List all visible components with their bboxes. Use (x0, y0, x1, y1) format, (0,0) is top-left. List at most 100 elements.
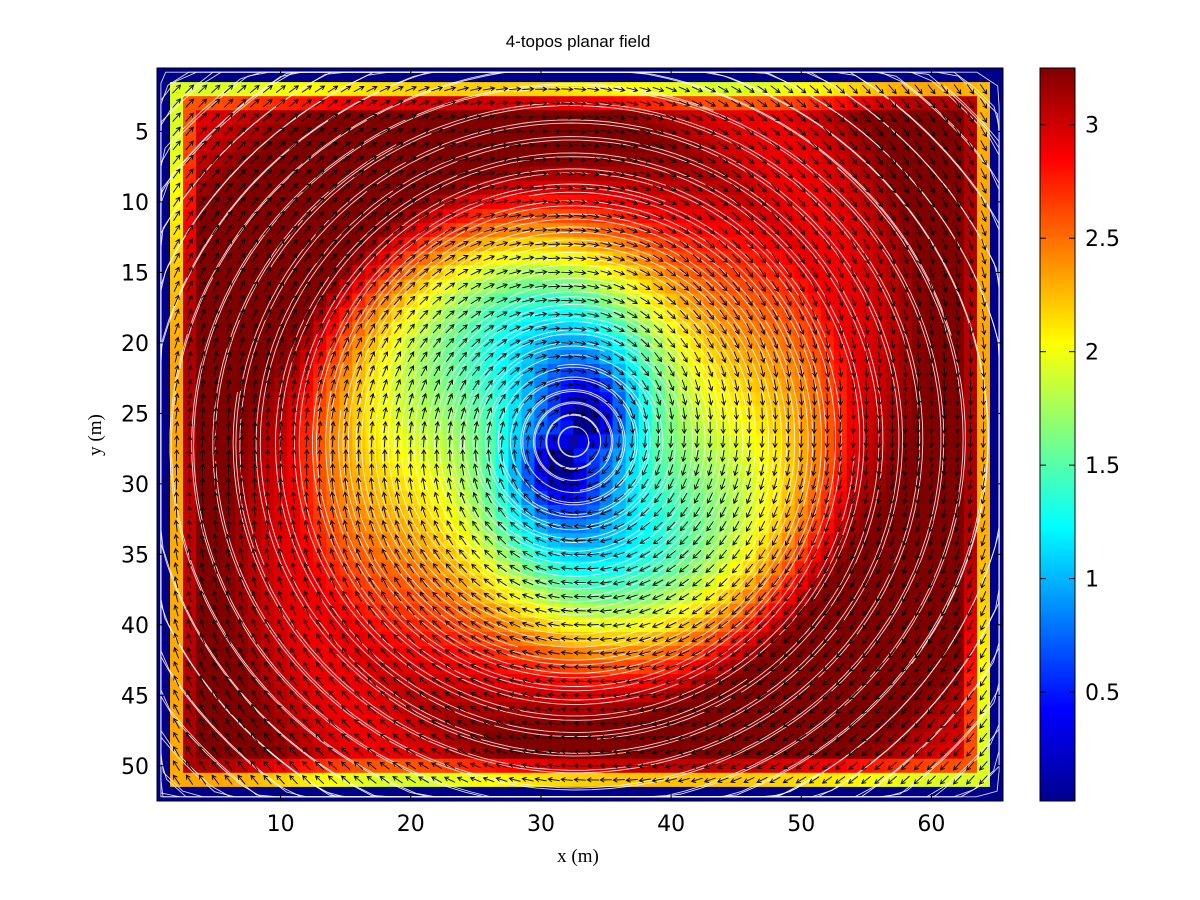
heatmap-cell (690, 68, 705, 83)
heatmap-cell (430, 786, 444, 801)
heatmap-cell (638, 68, 653, 83)
heatmap-cell (261, 68, 275, 83)
heatmap-cell (547, 68, 562, 83)
heatmap-cell (989, 237, 1003, 252)
heatmap-cell (976, 631, 991, 647)
heatmap-cell (521, 786, 536, 801)
heatmap-cell (157, 504, 171, 520)
heatmap-cell (495, 786, 510, 801)
heatmap-cell (157, 420, 171, 436)
heatmap-cell (157, 166, 171, 182)
heatmap-cell (157, 378, 171, 393)
heatmap-cell (950, 786, 965, 801)
heatmap-cell (170, 786, 184, 801)
heatmap-cell (989, 645, 1003, 661)
heatmap-cell (196, 68, 210, 83)
heatmap-cell (989, 138, 1003, 154)
heatmap-cell (560, 786, 575, 801)
heatmap-cell (157, 490, 171, 506)
heatmap-cell (157, 138, 171, 154)
heatmap-cells (157, 68, 1003, 801)
heatmap-cell (989, 631, 1003, 647)
heatmap-cell (157, 519, 171, 534)
heatmap-cell (157, 589, 171, 605)
heatmap-cell (989, 448, 1003, 464)
heatmap-cell (157, 68, 171, 83)
heatmap-cell (157, 251, 171, 266)
heatmap-cell (352, 251, 366, 266)
heatmap-cell (898, 68, 913, 83)
heatmap-cell (872, 68, 887, 83)
heatmap-cell (222, 68, 236, 83)
heatmap-cell (157, 716, 171, 732)
chart-title: 4-topos planar field (506, 32, 651, 51)
heatmap-cell (924, 674, 939, 689)
heatmap-cell (482, 786, 496, 801)
heatmap-cell (989, 208, 1003, 224)
heatmap-cell (196, 786, 210, 801)
heatmap-cell (157, 575, 171, 591)
heatmap-cell (976, 68, 991, 83)
heatmap-cell (157, 674, 171, 689)
heatmap-cell (157, 208, 171, 224)
heatmap-cell (157, 223, 171, 238)
heatmap-cell (755, 68, 770, 83)
heatmap-cell (989, 561, 1003, 577)
heatmap-cell (885, 631, 900, 647)
heatmap-cell (768, 716, 783, 732)
heatmap-cell (651, 786, 666, 801)
heatmap-cell (833, 68, 848, 83)
heatmap-cell (989, 462, 1003, 478)
heatmap-cell (586, 68, 601, 83)
heatmap-cell (573, 786, 588, 801)
heatmap-cell (300, 166, 314, 182)
heatmap-cell (989, 349, 1003, 365)
heatmap-cell (157, 772, 171, 788)
heatmap-cell (872, 786, 887, 801)
heatmap-cell (963, 68, 978, 83)
heatmap-cell (612, 786, 627, 801)
heatmap-cell (989, 364, 1003, 379)
heatmap-cell (274, 265, 288, 281)
heatmap-cell (638, 476, 653, 492)
heatmap-cell (534, 68, 549, 83)
heatmap-cell (703, 786, 718, 801)
heatmap-cell (365, 68, 379, 83)
heatmap-cell (235, 786, 249, 801)
heatmap-cell (976, 688, 991, 703)
heatmap-cell (989, 223, 1003, 238)
heatmap-cell (989, 152, 1003, 168)
heatmap-cell (885, 688, 900, 703)
heatmap-cell (339, 786, 353, 801)
heatmap-cell (339, 68, 353, 83)
heatmap-cell (443, 68, 457, 83)
heatmap-cell (287, 68, 301, 83)
heatmap-cell (157, 293, 171, 309)
heatmap-cell (157, 462, 171, 478)
heatmap-cell (833, 786, 848, 801)
heatmap-cell (300, 68, 314, 83)
heatmap-cell (989, 772, 1003, 788)
heatmap-cell (183, 138, 197, 154)
heatmap-cell (157, 434, 171, 450)
heatmap-cell (560, 68, 575, 83)
heatmap-cell (911, 786, 926, 801)
heatmap-cell (989, 575, 1003, 591)
heatmap-cell (885, 702, 900, 718)
heatmap-cell (989, 434, 1003, 450)
heatmap-cell (157, 96, 171, 111)
heatmap-cell (378, 786, 392, 801)
heatmap-cell (508, 786, 523, 801)
heatmap-cell (157, 110, 171, 125)
heatmap-cell (989, 279, 1003, 295)
heatmap-cell (989, 293, 1003, 309)
heatmap-cell (703, 68, 718, 83)
heatmap-cell (612, 68, 627, 83)
heatmap-cell (378, 68, 392, 83)
heatmap-cell (989, 82, 1003, 97)
heatmap-cell (456, 786, 470, 801)
heatmap-cell (989, 519, 1003, 534)
heatmap-cell (521, 68, 536, 83)
heatmap-cell (157, 307, 171, 323)
heatmap-cell (352, 223, 366, 238)
